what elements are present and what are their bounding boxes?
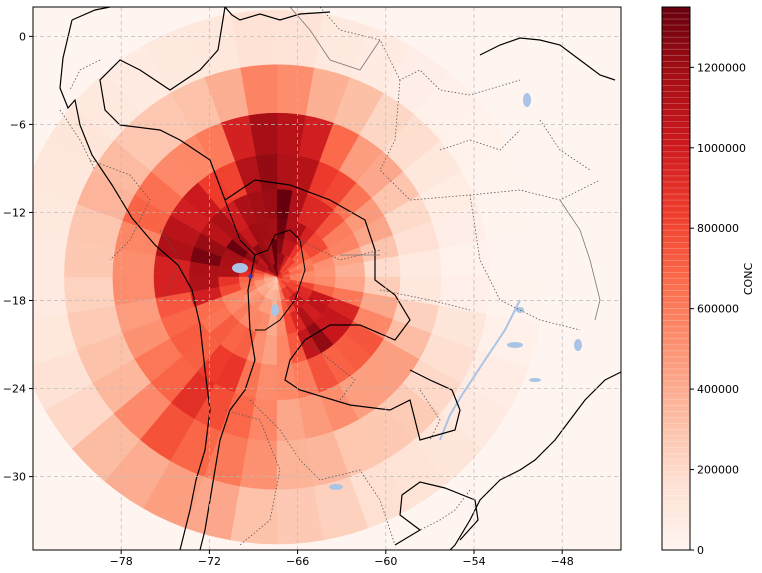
border-andes — [99, 7, 256, 550]
colorbar-tick-label: 1000000 — [697, 142, 746, 155]
colorbar-gradient — [662, 7, 690, 550]
gridlines — [33, 7, 621, 550]
y-tick-label: −12 — [3, 206, 26, 219]
conc-cell — [33, 143, 93, 205]
colorbar-label: CONC — [742, 263, 755, 296]
conc-cell — [486, 276, 545, 324]
x-tick-label: −54 — [462, 555, 485, 568]
coastline-uruguay — [394, 481, 479, 546]
x-tick-label: −48 — [551, 555, 574, 568]
map-frame — [32, 6, 622, 551]
colorbar: 020000040000060000080000010000001200000 … — [661, 6, 755, 557]
border-brazil-west — [179, 139, 461, 441]
y-tick-label: −18 — [3, 295, 26, 308]
y-tick-label: −6 — [10, 118, 26, 131]
colorbar-contour-lines — [662, 12, 690, 545]
y-tick-label: −24 — [3, 383, 26, 396]
river-parana — [439, 299, 521, 441]
x-tick-label: −66 — [286, 555, 309, 568]
country-borders-grey — [289, 7, 601, 321]
colorbar-ticks: 0 200000 400000 600000 800000 1000000 1200000 — [690, 61, 746, 557]
x-tick-label: −60 — [374, 555, 397, 568]
coastline-north — [71, 7, 616, 81]
colorbar-frame — [661, 6, 691, 551]
colorbar-tick-label: 200000 — [697, 464, 739, 477]
colorbar-tick-label: 0 — [697, 544, 704, 557]
colorbar-tick-label: 1200000 — [697, 61, 746, 74]
border-bolivia — [224, 199, 306, 331]
x-tick-label: −72 — [198, 555, 221, 568]
conc-cell — [33, 313, 77, 366]
coastline — [59, 19, 621, 550]
y-axis: 0 −6 −12 −18 −24 −30 — [3, 30, 33, 484]
y-tick-label: 0 — [19, 30, 26, 43]
conc-cell — [33, 276, 68, 321]
water-bodies — [232, 93, 582, 490]
geography-layer — [59, 7, 621, 550]
conc-cell — [33, 233, 68, 278]
concentration-field — [33, 9, 545, 545]
colorbar-tick-label: 600000 — [697, 303, 739, 316]
colorbar-tick-label: 400000 — [697, 383, 739, 396]
x-axis: −78 −72 −66 −60 −54 −48 — [110, 550, 574, 568]
x-tick-label: −78 — [110, 555, 133, 568]
y-tick-label: −30 — [3, 471, 26, 484]
conc-cell — [33, 188, 77, 241]
source-marker — [248, 274, 253, 279]
colorbar-tick-label: 800000 — [697, 222, 739, 235]
map-axes: −78 −72 −66 −60 −54 −48 0 −6 −12 −18 −24 −30 — [3, 6, 622, 568]
state-borders — [59, 7, 601, 546]
